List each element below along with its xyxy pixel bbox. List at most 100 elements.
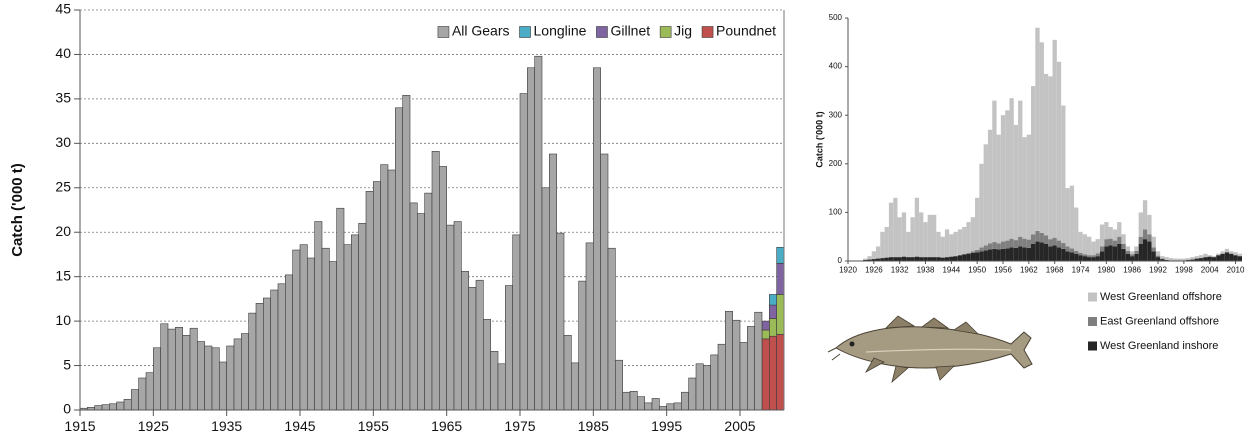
- bar: [936, 232, 940, 257]
- bar: [278, 284, 285, 410]
- bar: [1177, 259, 1181, 261]
- bar: [1100, 246, 1104, 251]
- figure: 0510152025303540451915192519351945195519…: [0, 0, 1252, 440]
- bar: [1130, 256, 1134, 261]
- bar: [1074, 208, 1078, 251]
- x-tick-label: 1925: [138, 418, 169, 434]
- bar: [300, 245, 307, 410]
- bar: [1048, 246, 1052, 261]
- bar: [1233, 255, 1237, 261]
- bar: [769, 336, 776, 410]
- y-tick-label: 500: [829, 13, 843, 22]
- legend-label: East Greenland offshore: [1100, 315, 1219, 327]
- bar: [293, 250, 300, 410]
- x-tick-label: 1968: [1046, 266, 1064, 275]
- legend-label: All Gears: [452, 23, 510, 39]
- bar: [915, 198, 919, 257]
- bar: [966, 253, 970, 254]
- bar: [1117, 237, 1121, 244]
- bar: [762, 321, 769, 330]
- x-tick-label: 1975: [504, 418, 535, 434]
- bar: [674, 403, 681, 410]
- bar: [872, 251, 876, 259]
- bar: [139, 378, 146, 410]
- bar: [1074, 251, 1078, 254]
- bar: [1113, 241, 1117, 247]
- bar: [1027, 135, 1031, 240]
- bar: [1035, 242, 1039, 261]
- bar: [932, 215, 936, 257]
- bar: [645, 403, 652, 410]
- bar: [1078, 253, 1082, 255]
- bar: [307, 258, 314, 410]
- bar: [1147, 234, 1151, 241]
- x-tick-label: 1995: [651, 418, 682, 434]
- bar: [1001, 115, 1005, 241]
- bar: [769, 318, 776, 336]
- bar: [992, 242, 996, 249]
- x-tick-label: 1938: [917, 266, 935, 275]
- legend-swatch: [520, 27, 531, 38]
- bar: [902, 212, 906, 256]
- legend-swatch: [438, 27, 449, 38]
- bar: [1104, 246, 1108, 261]
- bar: [1053, 245, 1057, 261]
- bar: [608, 248, 615, 410]
- bar: [549, 154, 556, 410]
- bar: [1229, 254, 1233, 261]
- bar: [1109, 239, 1113, 246]
- bar: [906, 232, 910, 257]
- bar: [936, 257, 940, 261]
- bar: [971, 253, 975, 261]
- bar: [1061, 249, 1065, 261]
- bar: [949, 257, 953, 261]
- x-tick-label: 1980: [1097, 266, 1115, 275]
- bar: [919, 212, 923, 257]
- bar: [388, 170, 395, 410]
- bar: [219, 362, 226, 410]
- bar: [131, 390, 138, 410]
- bar: [1143, 200, 1147, 229]
- page: 0510152025303540451915192519351945195519…: [0, 0, 1252, 440]
- y-tick-label: 45: [55, 1, 71, 17]
- bar: [432, 151, 439, 410]
- bar: [1074, 254, 1078, 261]
- bar: [1044, 74, 1048, 235]
- bar: [747, 326, 754, 410]
- bar: [945, 257, 949, 261]
- bar: [410, 203, 417, 410]
- bar: [992, 249, 996, 261]
- bar: [953, 256, 957, 261]
- bar: [351, 235, 358, 410]
- bar: [1065, 188, 1069, 246]
- y-tick-label: 30: [55, 134, 71, 150]
- bar: [885, 227, 889, 258]
- bar: [885, 258, 889, 261]
- legend-swatch: [1088, 342, 1097, 351]
- bar: [1083, 256, 1087, 261]
- y-tick-label: 400: [829, 62, 843, 71]
- bar: [1220, 254, 1224, 261]
- bar: [777, 334, 784, 410]
- bar: [1109, 245, 1113, 261]
- bar: [928, 215, 932, 257]
- bar: [1001, 249, 1005, 261]
- bar: [557, 233, 564, 410]
- bar: [476, 280, 483, 410]
- bar: [498, 364, 505, 410]
- bar: [227, 346, 234, 410]
- bar: [315, 222, 322, 410]
- bar: [381, 165, 388, 410]
- bar: [1160, 256, 1164, 258]
- x-tick-label: 1945: [284, 418, 315, 434]
- bar: [183, 335, 190, 410]
- bar: [1156, 251, 1160, 255]
- bar: [109, 404, 116, 410]
- bar: [630, 391, 637, 410]
- bar: [439, 166, 446, 410]
- bar: [777, 247, 784, 263]
- bar: [153, 348, 160, 410]
- legend-swatch: [1088, 317, 1097, 326]
- bar: [1009, 239, 1013, 248]
- bar: [1220, 251, 1224, 253]
